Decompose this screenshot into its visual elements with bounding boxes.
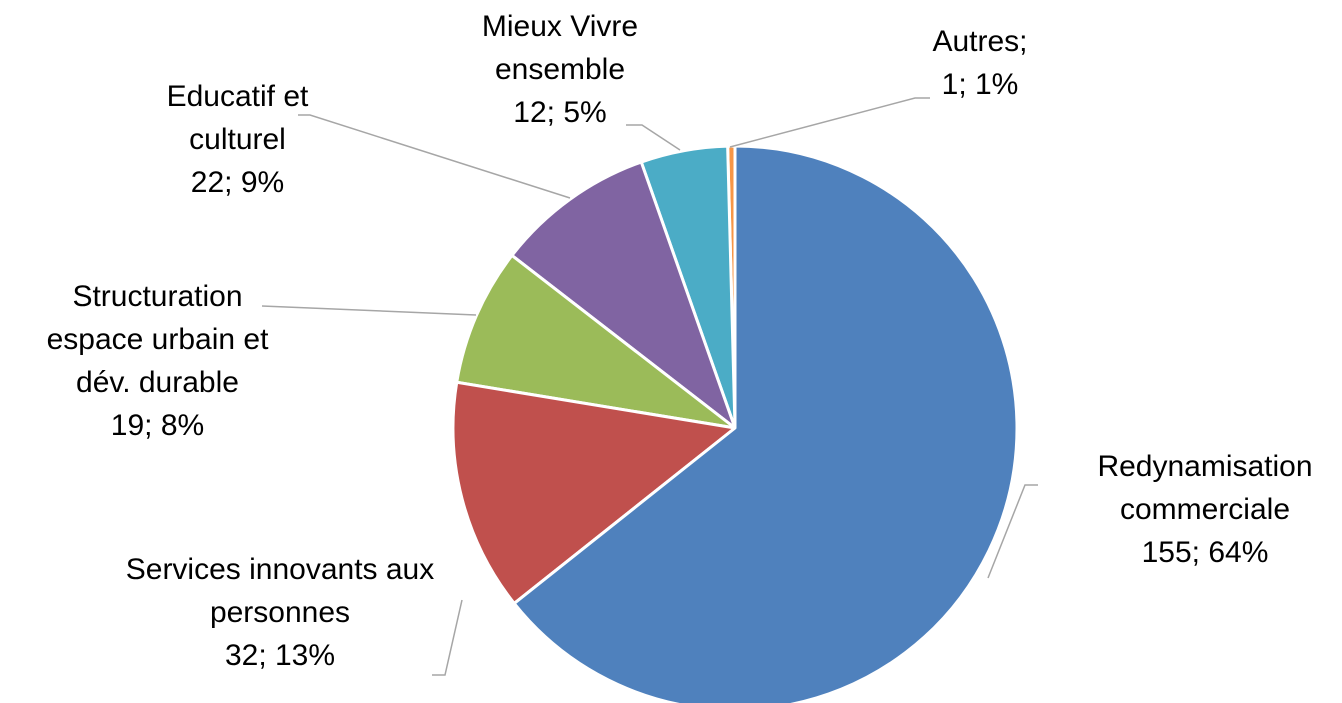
pie-slice <box>510 160 737 430</box>
leader-line <box>626 124 681 151</box>
category-label: Redynamisation commerciale <box>1097 450 1313 526</box>
value-label: 22; 9% <box>190 166 285 199</box>
data-label: Autres; 1; 1% <box>905 20 1055 106</box>
category-label: Services innovants aux personnes <box>125 553 435 629</box>
leader-line <box>432 599 463 676</box>
leader-line <box>261 305 477 316</box>
value-label: 1; 1% <box>941 68 1019 101</box>
leader-line <box>987 484 1038 579</box>
data-label: Services innovants aux personnes 32; 13% <box>110 548 450 677</box>
category-label: Autres; <box>932 25 1028 58</box>
data-label: Redynamisation commerciale 155; 64% <box>1070 445 1340 574</box>
leader-line <box>729 97 930 148</box>
leader-lines <box>261 97 1038 676</box>
value-label: 32; 13% <box>224 639 336 672</box>
category-label: Structuration espace urbain et dév. dura… <box>46 280 269 399</box>
leader-line <box>298 114 571 199</box>
pie-slice <box>512 144 1019 703</box>
category-label: Mieux Vivre ensemble <box>481 10 639 86</box>
data-label: Educatif et culturel 22; 9% <box>140 75 335 204</box>
data-label: Mieux Vivre ensemble 12; 5% <box>455 5 665 134</box>
value-label: 12; 5% <box>513 96 607 129</box>
pie-slice <box>451 380 737 605</box>
pie-slice <box>455 253 737 430</box>
category-label: Educatif et culturel <box>166 80 309 156</box>
value-label: 19; 8% <box>110 409 205 442</box>
value-label: 155; 64% <box>1141 536 1269 569</box>
data-label: Structuration espace urbain et dév. dura… <box>20 275 295 447</box>
